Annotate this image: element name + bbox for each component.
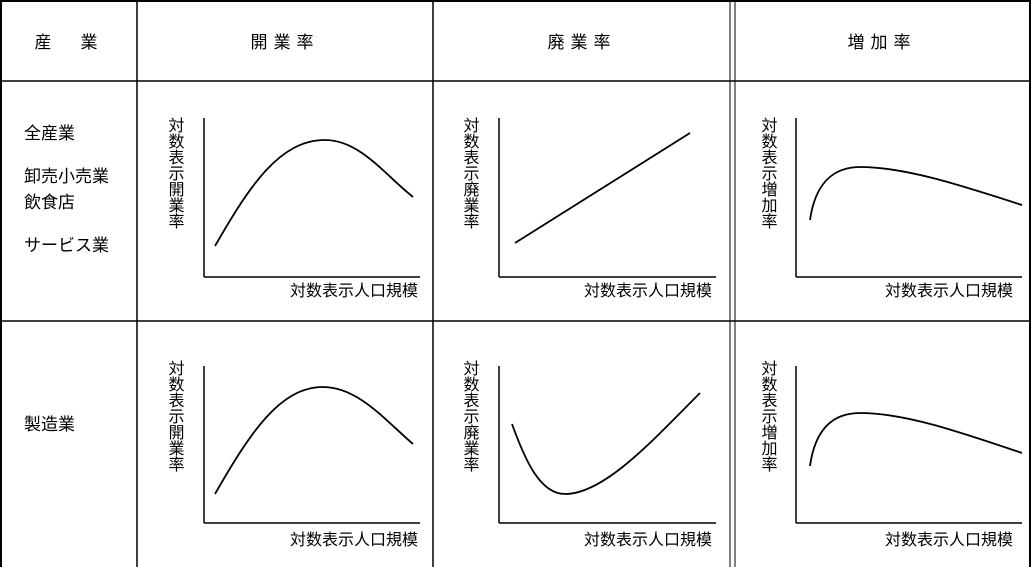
y-axis-label: 対数表示廃業率 xyxy=(461,117,480,229)
y-axis-label: 対数表示増加率 xyxy=(759,117,778,229)
x-axis-label: 対数表示人口規模 xyxy=(584,530,712,549)
chart-opening-row2: 対数表示開業率 対数表示人口規模 xyxy=(166,360,420,549)
y-axis-label: 対数表示廃業率 xyxy=(461,360,480,472)
industry-label: 飲食店 xyxy=(24,193,75,213)
x-axis-label: 対数表示人口規模 xyxy=(584,281,712,300)
chart-growth-row1: 対数表示増加率 対数表示人口規模 xyxy=(759,117,1023,300)
x-axis-label: 対数表示人口規模 xyxy=(290,281,418,300)
chart-growth-row2: 対数表示増加率 対数表示人口規模 xyxy=(759,360,1023,549)
curve-closing xyxy=(514,132,691,244)
curve-growth xyxy=(809,166,1023,221)
header-growth-rate: 増加率 xyxy=(848,33,917,53)
industry-label: サービス業 xyxy=(24,236,109,256)
curve-closing xyxy=(511,392,701,495)
curve-growth xyxy=(809,412,1023,467)
chart-closing-row1: 対数表示廃業率 対数表示人口規模 xyxy=(461,117,716,300)
x-axis-label: 対数表示人口規模 xyxy=(885,530,1013,549)
chart-opening-row1: 対数表示開業率 対数表示人口規模 xyxy=(166,117,420,300)
industry-label: 卸売小売業 xyxy=(24,167,109,187)
y-axis-label: 対数表示増加率 xyxy=(759,360,778,472)
curve-opening xyxy=(214,139,414,247)
x-axis-label: 対数表示人口規模 xyxy=(290,530,418,549)
x-axis-label: 対数表示人口規模 xyxy=(885,281,1013,300)
header-opening-rate: 開業率 xyxy=(251,33,320,53)
header-industry: 産 業 xyxy=(35,33,104,53)
curve-opening xyxy=(214,386,414,495)
y-axis-label: 対数表示開業率 xyxy=(166,117,185,229)
y-axis-label: 対数表示開業率 xyxy=(166,360,185,472)
header-closing-rate: 廃業率 xyxy=(548,33,617,53)
chart-closing-row2: 対数表示廃業率 対数表示人口規模 xyxy=(461,360,716,549)
industry-label: 全産業 xyxy=(24,124,75,144)
industry-label: 製造業 xyxy=(24,415,75,435)
